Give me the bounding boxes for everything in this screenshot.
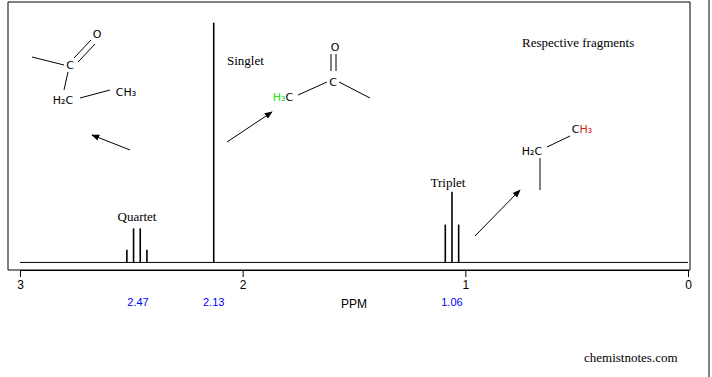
plot-area (20, 23, 688, 263)
atom-label-part: C (329, 76, 337, 89)
x-tick-label: 1 (462, 278, 469, 292)
arrow (227, 112, 272, 142)
peak-label: 2.13 (203, 296, 224, 308)
annotation: Singlet (227, 53, 264, 68)
annotation: Respective fragments (522, 35, 634, 50)
frame-bottom (8, 270, 690, 271)
peak (139, 228, 141, 262)
annotation: Triplet (431, 175, 466, 190)
x-tick: 0 (685, 270, 692, 292)
x-tick: 1 (462, 270, 469, 292)
bond (78, 44, 95, 62)
atom-label: CH₃ (572, 123, 592, 136)
atom-label-part: H₃ (580, 123, 593, 136)
atom-label: CH₃ (116, 86, 136, 99)
x-tick-label: 3 (17, 278, 24, 292)
x-tick-mark (688, 270, 689, 277)
bond (74, 40, 91, 58)
atom-label-part: H₂C (53, 94, 74, 107)
bond (331, 54, 332, 71)
bond (336, 54, 337, 71)
atom-label: H₂C (53, 94, 74, 107)
atom-label: H₂C (522, 145, 543, 158)
atom-label-part: H₃ (273, 91, 286, 104)
bond (80, 90, 110, 98)
atom-label-part: C (286, 91, 294, 104)
peak (458, 225, 460, 263)
x-tick-mark (243, 270, 244, 277)
x-tick-mark (465, 270, 466, 277)
x-axis-line (21, 270, 689, 271)
atom-label: C (66, 59, 74, 72)
peak (126, 250, 128, 263)
x-tick-label: 2 (240, 278, 247, 292)
bond (339, 82, 370, 98)
arrow (92, 135, 130, 150)
x-axis-title: PPM (341, 297, 367, 311)
atom-label: O (331, 41, 340, 54)
arrow (475, 190, 520, 236)
bond (540, 158, 541, 190)
peak-label: 1.06 (441, 296, 462, 308)
peak (213, 23, 215, 263)
annotation: Quartet (118, 209, 157, 224)
chart: 3 2 1 0 PPM 2.47 2.13 1.06 Quartet Singlet Triplet… (0, 0, 712, 377)
bond (298, 82, 327, 95)
peak (133, 228, 135, 262)
frame-top (8, 2, 690, 3)
x-tick: 2 (240, 270, 247, 292)
atom-label-part: O (93, 28, 102, 41)
frame-right (690, 2, 691, 270)
frame-left (8, 2, 9, 270)
baseline (20, 262, 688, 263)
peak (444, 225, 446, 263)
x-axis: 3 2 1 0 (17, 270, 692, 292)
atom-label: C (329, 76, 337, 89)
peak (451, 192, 453, 263)
peak (146, 250, 148, 263)
bond (32, 57, 64, 65)
atom-label: O (93, 28, 102, 41)
structures: OCH₂CCH₃OCH₃CH₂CCH₃ (32, 28, 592, 236)
atom-label-part: CH₃ (116, 86, 136, 99)
x-tick: 3 (17, 270, 24, 292)
x-tick-label: 0 (685, 278, 692, 292)
annotation: chemistnotes.com (584, 350, 678, 365)
atom-label: H₃C (273, 91, 294, 104)
bond (64, 72, 68, 90)
page-border (709, 0, 710, 377)
atom-label-part: H₂C (522, 145, 543, 158)
atom-label-part: O (331, 41, 340, 54)
peak-label: 2.47 (127, 296, 148, 308)
atom-label-part: C (66, 59, 74, 72)
bond (547, 136, 570, 147)
x-tick-mark (20, 270, 21, 277)
